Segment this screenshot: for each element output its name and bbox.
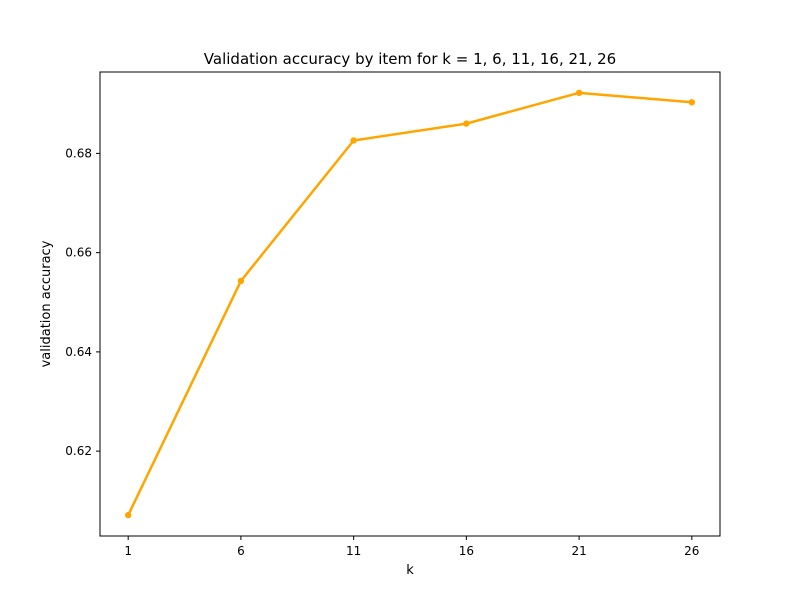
x-tick-label: 6 [237, 544, 245, 558]
x-axis-label: k [406, 563, 414, 578]
data-point [124, 511, 132, 519]
data-point [463, 120, 470, 127]
data-point [350, 137, 357, 144]
y-tick-label: 0.68 [65, 146, 92, 160]
y-tick-label: 0.62 [65, 444, 92, 458]
data-point [575, 89, 583, 97]
x-tick-label: 21 [571, 544, 586, 558]
y-tick-label: 0.66 [65, 246, 92, 260]
data-point [237, 277, 245, 285]
y-axis-label: validation accuracy [39, 240, 54, 367]
axes-frame [99, 71, 721, 537]
x-tick-label: 11 [346, 544, 361, 558]
chart-title: Validation accuracy by item for k = 1, 6… [204, 50, 616, 68]
x-tick-label: 1 [124, 544, 132, 558]
x-axis-ticks: 1 6 11 16 21 26 [124, 536, 699, 558]
series-line [126, 91, 694, 517]
data-point [688, 99, 696, 106]
y-tick-label: 0.64 [65, 345, 92, 359]
x-tick-label: 26 [684, 544, 699, 558]
y-axis-ticks: 0.62 0.64 0.66 0.68 [65, 146, 100, 458]
x-tick-label: 16 [459, 544, 474, 558]
plot-layer [124, 89, 696, 519]
